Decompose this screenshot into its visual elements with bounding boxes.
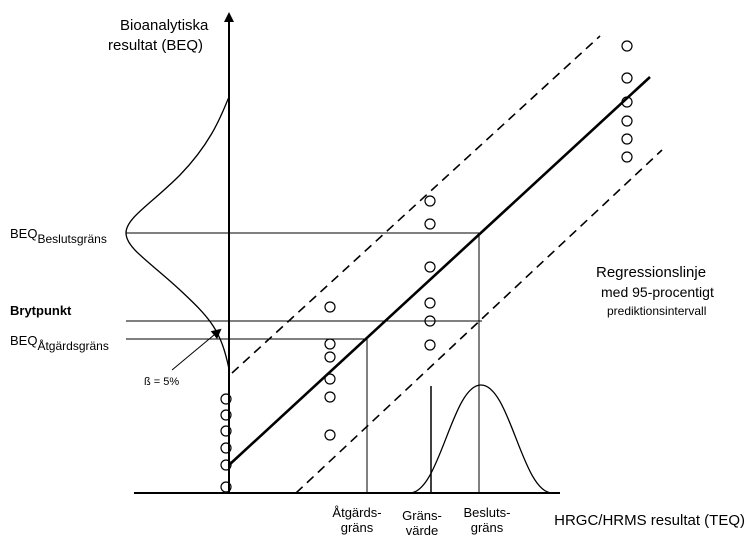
data-point [324, 373, 336, 385]
data-point [424, 218, 436, 230]
beq-atgardsgrans-label: BEQÅtgärdsgräns [10, 333, 109, 353]
y-axis-title-line1: Bioanalytiska [120, 17, 209, 34]
data-point [220, 442, 232, 454]
data-point [220, 459, 232, 471]
data-point [621, 151, 633, 163]
legend-line3: prediktionsintervall [607, 304, 706, 318]
horizontal-distribution-curve [409, 384, 553, 494]
data-point [324, 429, 336, 441]
brytpunkt-label: Brytpunkt [10, 303, 72, 318]
data-point [621, 72, 633, 84]
atgardsgrans-x-label-line2: gräns [341, 520, 374, 535]
data-point [324, 301, 336, 313]
y-axis-points [220, 393, 232, 493]
data-point [220, 481, 232, 493]
regression-line [228, 76, 651, 466]
legend-line2: med 95-procentigt [601, 284, 714, 300]
data-point [424, 315, 436, 327]
legend-line1: Regressionslinje [596, 264, 706, 281]
beq-beslutsgrans-label: BEQBeslutsgräns [10, 226, 107, 246]
data-point [424, 195, 436, 207]
beta-arrow [171, 328, 222, 371]
data-point [621, 96, 633, 108]
points-column-2 [424, 195, 436, 351]
beslutsgrans-x-label-line1: Besluts- [464, 505, 511, 520]
data-point [424, 261, 436, 273]
x-axis-title: HRGC/HRMS resultat (TEQ) [554, 512, 745, 529]
points-column-3 [621, 40, 633, 163]
prediction-upper-line [231, 35, 601, 374]
atgardsgrans-x-label-line1: Åtgärds- [332, 505, 381, 520]
data-point [424, 339, 436, 351]
data-point [324, 391, 336, 403]
data-point [324, 338, 336, 350]
prediction-lower-line [295, 149, 663, 494]
data-point [621, 115, 633, 127]
vertical-distribution-curve [125, 96, 230, 370]
beslutsgrans-x-label-line2: gräns [471, 520, 504, 535]
gransvarde-x-label-line1: Gräns- [402, 508, 442, 523]
data-point [220, 425, 232, 437]
points-column-1 [324, 301, 336, 441]
data-point [220, 393, 232, 405]
data-point [621, 40, 633, 52]
y-axis-title-line2: resultat (BEQ) [108, 37, 203, 54]
beta-label: ß = 5% [144, 376, 179, 388]
data-point [621, 133, 633, 145]
data-point [220, 409, 232, 421]
data-point [324, 351, 336, 363]
data-point [424, 297, 436, 309]
gransvarde-x-label-line2: värde [406, 523, 439, 536]
